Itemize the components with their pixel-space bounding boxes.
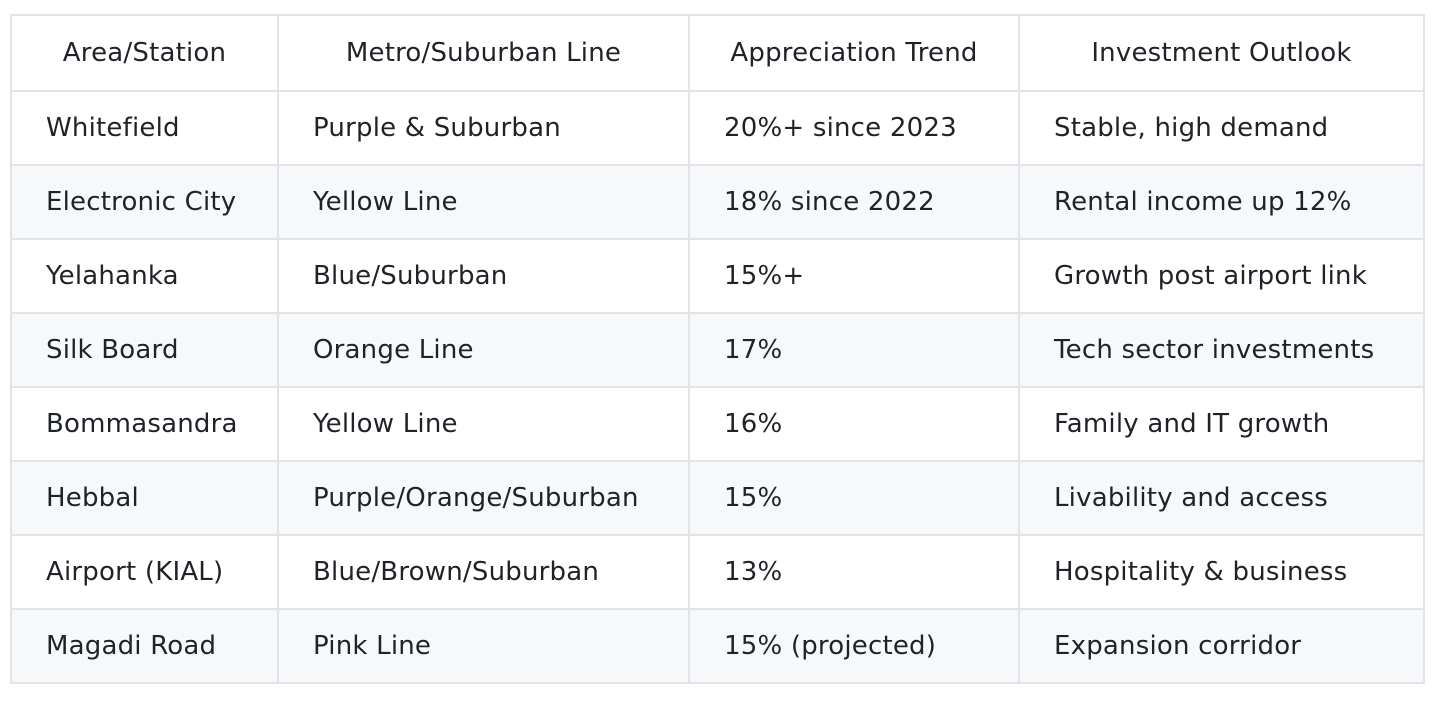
- cell-metro-line: Yellow Line: [277, 164, 690, 240]
- table-row: Electronic City Yellow Line 18% since 20…: [10, 164, 1425, 240]
- cell-investment-outlook: Livability and access: [1018, 460, 1425, 536]
- cell-appreciation-trend: 13%: [688, 534, 1020, 610]
- table-header: Area/Station Metro/Suburban Line Appreci…: [10, 14, 1425, 92]
- cell-area-station: Bommasandra: [10, 386, 279, 462]
- cell-appreciation-trend: 15%: [688, 460, 1020, 536]
- table-row: Silk Board Orange Line 17% Tech sector i…: [10, 312, 1425, 388]
- cell-metro-line: Pink Line: [277, 608, 690, 684]
- cell-appreciation-trend: 16%: [688, 386, 1020, 462]
- cell-area-station: Yelahanka: [10, 238, 279, 314]
- metro-investment-table: Area/Station Metro/Suburban Line Appreci…: [10, 14, 1425, 684]
- cell-area-station: Electronic City: [10, 164, 279, 240]
- table-row: Whitefield Purple & Suburban 20%+ since …: [10, 90, 1425, 166]
- cell-area-station: Magadi Road: [10, 608, 279, 684]
- cell-appreciation-trend: 20%+ since 2023: [688, 90, 1020, 166]
- cell-metro-line: Purple & Suburban: [277, 90, 690, 166]
- table-row: Hebbal Purple/Orange/Suburban 15% Livabi…: [10, 460, 1425, 536]
- cell-metro-line: Orange Line: [277, 312, 690, 388]
- cell-investment-outlook: Hospitality & business: [1018, 534, 1425, 610]
- cell-appreciation-trend: 18% since 2022: [688, 164, 1020, 240]
- cell-metro-line: Yellow Line: [277, 386, 690, 462]
- header-row: Area/Station Metro/Suburban Line Appreci…: [10, 14, 1425, 92]
- cell-investment-outlook: Rental income up 12%: [1018, 164, 1425, 240]
- cell-area-station: Silk Board: [10, 312, 279, 388]
- header-appreciation-trend: Appreciation Trend: [688, 14, 1020, 92]
- cell-appreciation-trend: 17%: [688, 312, 1020, 388]
- cell-area-station: Airport (KIAL): [10, 534, 279, 610]
- cell-area-station: Whitefield: [10, 90, 279, 166]
- cell-investment-outlook: Family and IT growth: [1018, 386, 1425, 462]
- cell-investment-outlook: Tech sector investments: [1018, 312, 1425, 388]
- cell-metro-line: Blue/Brown/Suburban: [277, 534, 690, 610]
- header-investment-outlook: Investment Outlook: [1018, 14, 1425, 92]
- cell-metro-line: Purple/Orange/Suburban: [277, 460, 690, 536]
- table-row: Airport (KIAL) Blue/Brown/Suburban 13% H…: [10, 534, 1425, 610]
- table-body: Whitefield Purple & Suburban 20%+ since …: [10, 90, 1425, 684]
- table-row: Magadi Road Pink Line 15% (projected) Ex…: [10, 608, 1425, 684]
- cell-investment-outlook: Growth post airport link: [1018, 238, 1425, 314]
- table-row: Bommasandra Yellow Line 16% Family and I…: [10, 386, 1425, 462]
- table-row: Yelahanka Blue/Suburban 15%+ Growth post…: [10, 238, 1425, 314]
- cell-appreciation-trend: 15% (projected): [688, 608, 1020, 684]
- cell-area-station: Hebbal: [10, 460, 279, 536]
- cell-investment-outlook: Expansion corridor: [1018, 608, 1425, 684]
- header-metro-line: Metro/Suburban Line: [277, 14, 690, 92]
- cell-appreciation-trend: 15%+: [688, 238, 1020, 314]
- header-area-station: Area/Station: [10, 14, 279, 92]
- cell-investment-outlook: Stable, high demand: [1018, 90, 1425, 166]
- cell-metro-line: Blue/Suburban: [277, 238, 690, 314]
- metro-investment-table-container: Area/Station Metro/Suburban Line Appreci…: [10, 14, 1425, 684]
